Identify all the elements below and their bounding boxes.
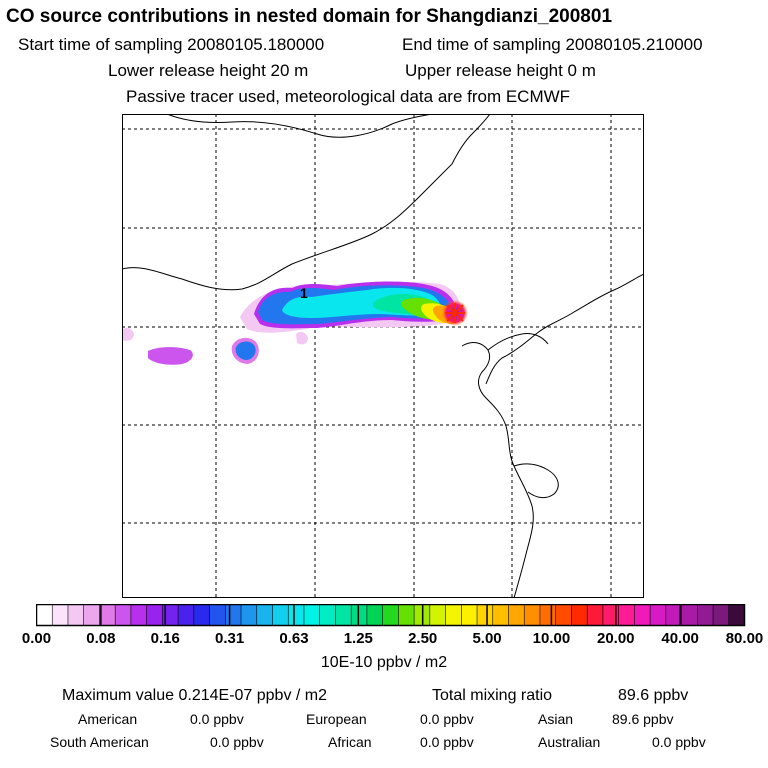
colorbar-segment <box>650 604 667 626</box>
colorbar-segment <box>288 604 305 626</box>
region-name: Australian <box>538 734 601 750</box>
colorbar-segment <box>162 604 179 626</box>
patch-west-2 <box>148 347 193 365</box>
border-korea <box>485 273 644 385</box>
region-value: 0.0 ppbv <box>420 711 474 727</box>
colorbar-segment <box>539 604 557 626</box>
colorbar-segment <box>83 604 100 626</box>
colorbar <box>36 604 746 627</box>
map-frame <box>122 114 644 598</box>
colorbar-segment <box>398 604 415 626</box>
patch-west-3 <box>122 327 134 341</box>
colorbar-segment <box>256 604 273 626</box>
colorbar-segment <box>335 604 352 626</box>
colorbar-segment <box>303 604 321 626</box>
sampling-start: Start time of sampling 20080105.180000 <box>18 35 325 54</box>
colorbar-unit-label: 10E-10 ppbv / m2 <box>320 654 448 671</box>
region-value: 0.0 ppbv <box>420 734 474 750</box>
colorbar-segment <box>461 604 478 626</box>
colorbar-segment <box>146 604 163 626</box>
colorbar-segment <box>209 604 226 626</box>
chart-title: CO source contributions in nested domain… <box>6 6 613 27</box>
colorbar-tick-label: 10.00 <box>532 630 571 647</box>
tracer-note: Passive tracer used, meteorological data… <box>126 87 571 106</box>
map-panel: 1 <box>122 114 644 598</box>
region-name: African <box>328 734 372 750</box>
coastlines <box>122 114 644 598</box>
colorbar-tick-label: 0.16 <box>150 630 180 647</box>
colorbar-tick-label: 0.08 <box>86 630 116 647</box>
colorbar-tick-label: 20.00 <box>596 630 635 647</box>
lower-release-height: Lower release height 20 m <box>108 61 309 80</box>
border-north <box>166 114 433 138</box>
colorbar-tick-label: 5.00 <box>472 630 502 647</box>
patch-west-4 <box>296 331 308 345</box>
graticule <box>122 114 644 598</box>
total-mixing-ratio-label: Total mixing ratio <box>432 687 553 704</box>
colorbar-segment <box>713 604 730 626</box>
colorbar-tick-label: 0.00 <box>21 630 52 647</box>
colorbar-segment <box>241 604 258 626</box>
colorbar-segment <box>508 604 525 626</box>
colorbar-segment <box>52 604 69 626</box>
patch-west-1-core <box>235 341 256 360</box>
upper-release-height: Upper release height 0 m <box>405 61 596 80</box>
colorbar-segment <box>429 604 446 626</box>
colorbar-segment <box>366 604 384 626</box>
colorbar-segment <box>193 604 210 626</box>
colorbar-tick-label: 1.25 <box>343 630 373 647</box>
colorbar-segment <box>115 604 132 626</box>
colorbar-tick-label: 0.63 <box>279 630 309 647</box>
colorbar-segment <box>178 604 195 626</box>
colorbar-segment <box>492 604 509 626</box>
colorbar-segment <box>319 604 336 626</box>
sampling-end: End time of sampling 20080105.210000 <box>402 35 703 54</box>
colorbar-segment <box>618 604 635 626</box>
region-name: European <box>306 711 367 727</box>
colorbar-segment <box>728 604 745 626</box>
colorbar-segment <box>272 604 289 626</box>
contour-label: 1 <box>300 285 308 301</box>
colorbar-tick-label: 2.50 <box>408 630 438 647</box>
station-marker <box>445 303 465 323</box>
total-mixing-ratio-value: 89.6 ppbv <box>618 687 689 704</box>
region-value: 0.0 ppbv <box>210 734 264 750</box>
colorbar-segment <box>555 604 572 626</box>
colorbar-segment <box>571 604 588 626</box>
colorbar-segment <box>351 604 368 626</box>
region-value: 0.0 ppbv <box>190 711 244 727</box>
colorbar-segment <box>697 604 714 626</box>
colorbar-segment <box>225 604 242 626</box>
colorbar-tick-label: 80.00 <box>725 630 764 647</box>
colorbar-segment <box>445 604 462 626</box>
colorbar-segment <box>587 604 604 626</box>
colorbar-segment <box>524 604 541 626</box>
colorbar-segment <box>634 604 651 626</box>
region-value: 0.0 ppbv <box>652 734 706 750</box>
border-mongolia <box>122 114 491 291</box>
colorbar-tick-label: 40.00 <box>661 630 699 647</box>
coast-bohai <box>461 342 534 598</box>
colorbar-segment <box>36 604 53 626</box>
colorbar-segment <box>99 604 116 626</box>
colorbar-segment <box>681 604 698 626</box>
region-name: American <box>78 711 138 727</box>
colorbar-tick-label: 0.31 <box>214 630 245 647</box>
colorbar-segment <box>67 604 85 626</box>
region-value: 89.6 ppbv <box>612 711 674 727</box>
coast-shandong <box>513 463 559 499</box>
colorbar-segment <box>602 604 620 626</box>
colorbar-segment <box>665 604 682 626</box>
region-name: Asian <box>538 711 574 727</box>
coast-liaodong <box>487 333 549 351</box>
colorbar-segment <box>477 604 494 626</box>
region-name: South American <box>50 734 149 750</box>
maximum-value: Maximum value 0.214E-07 ppbv / m2 <box>62 687 328 704</box>
colorbar-segment <box>130 604 148 626</box>
colorbar-segment <box>382 604 399 626</box>
